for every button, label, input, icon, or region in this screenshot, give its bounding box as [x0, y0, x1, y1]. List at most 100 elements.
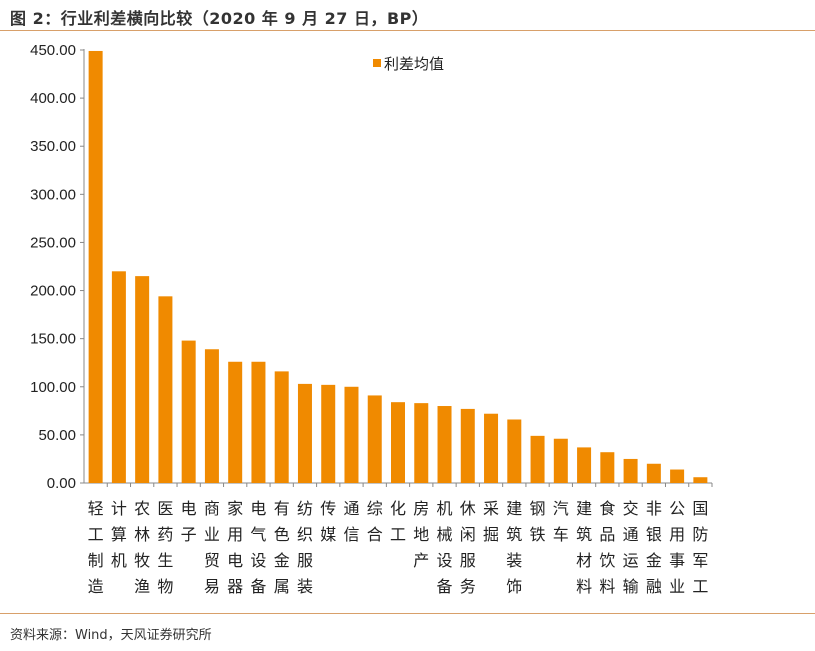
x-category-label: 电 — [227, 551, 243, 570]
x-category-label: 食 — [599, 499, 615, 518]
x-category-label: 电 — [181, 499, 197, 518]
x-category-label: 国 — [692, 499, 708, 518]
x-category-label: 医 — [157, 499, 173, 518]
x-category-label: 化 — [390, 499, 406, 518]
x-category-label: 金 — [646, 551, 662, 570]
x-category-label: 纺 — [297, 499, 313, 518]
x-category-label: 服 — [460, 551, 476, 570]
bar — [670, 469, 685, 483]
x-category-label: 气 — [250, 525, 266, 544]
x-category-label: 输 — [623, 577, 639, 596]
x-category-label: 车 — [553, 525, 569, 544]
x-category-label: 通 — [343, 499, 359, 518]
x-category-label: 闲 — [460, 525, 476, 544]
bar — [88, 50, 103, 484]
bar — [321, 384, 336, 483]
x-category-label: 商 — [204, 499, 220, 518]
bar — [437, 406, 452, 483]
x-category-label: 工 — [88, 525, 104, 544]
x-category-label: 制 — [88, 551, 104, 570]
x-category-label: 军 — [692, 551, 708, 570]
x-category-label: 造 — [88, 577, 104, 596]
x-category-label: 筑 — [576, 525, 592, 544]
x-category-label: 业 — [204, 525, 220, 544]
x-category-label: 材 — [576, 551, 592, 570]
x-category-label: 传 — [320, 499, 336, 518]
source-note: 资料来源：Wind，天风证券研究所 — [10, 628, 212, 643]
x-category-label: 事 — [669, 551, 685, 570]
x-category-label: 地 — [413, 525, 429, 544]
bar — [344, 386, 359, 483]
x-category-label: 融 — [646, 577, 662, 596]
x-category-label: 械 — [437, 525, 453, 544]
x-category-label: 合 — [367, 525, 383, 544]
y-tick-label: 0.00 — [47, 475, 76, 492]
x-category-label: 运 — [623, 551, 639, 570]
x-category-label: 装 — [506, 551, 522, 570]
bar — [274, 371, 289, 483]
x-category-label: 筑 — [506, 525, 522, 544]
x-category-label: 家 — [227, 499, 243, 518]
x-category-label: 渔 — [134, 577, 150, 596]
x-category-label: 非 — [646, 499, 662, 518]
x-category-label: 工 — [692, 577, 708, 596]
bar — [414, 403, 429, 483]
bar — [577, 447, 592, 483]
bar — [391, 402, 405, 483]
bar — [135, 276, 150, 483]
x-category-label: 媒 — [320, 525, 336, 544]
bar — [204, 349, 219, 483]
y-tick-label: 400.00 — [30, 90, 76, 107]
y-tick-label: 250.00 — [30, 234, 76, 251]
bar — [693, 477, 708, 483]
bar — [297, 383, 312, 483]
x-category-label: 器 — [227, 577, 243, 596]
x-category-label: 易 — [204, 577, 220, 596]
x-category-label: 算 — [111, 525, 127, 544]
x-category-label: 公 — [669, 499, 685, 518]
bar — [158, 296, 173, 483]
bar — [111, 271, 126, 483]
x-category-label: 业 — [669, 577, 685, 596]
legend-label: 利差均值 — [384, 55, 444, 73]
x-category-label: 服 — [297, 551, 313, 570]
x-category-label: 通 — [623, 525, 639, 544]
x-category-label: 金 — [274, 551, 290, 570]
y-tick-label: 300.00 — [30, 186, 76, 203]
figure-title: 图 2：行业利差横向比较（2020 年 9 月 27 日，BP） — [10, 9, 429, 28]
bar — [530, 435, 545, 483]
x-category-label: 工 — [390, 525, 406, 544]
x-category-label: 钢 — [530, 499, 546, 518]
bar — [228, 361, 243, 483]
source-divider — [0, 613, 815, 614]
x-category-label: 备 — [250, 577, 266, 596]
x-category-label: 轻 — [88, 499, 104, 518]
x-category-label: 有 — [274, 499, 290, 518]
x-category-label: 建 — [576, 499, 592, 518]
bar — [367, 395, 382, 483]
x-category-label: 织 — [297, 525, 313, 544]
y-tick-label: 450.00 — [30, 42, 76, 59]
x-category-label: 设 — [250, 551, 266, 570]
x-category-label: 料 — [599, 577, 615, 596]
x-category-label: 贸 — [204, 551, 220, 570]
x-category-label: 汽 — [553, 499, 569, 518]
bar — [251, 361, 266, 483]
x-category-label: 属 — [274, 577, 290, 596]
x-category-label: 房 — [413, 499, 429, 518]
x-category-label: 物 — [157, 577, 173, 596]
x-category-label: 产 — [413, 551, 429, 570]
x-category-label: 电 — [250, 499, 266, 518]
y-tick-label: 100.00 — [30, 379, 76, 396]
bar — [181, 340, 196, 483]
x-category-label: 机 — [111, 551, 127, 570]
x-category-label: 饰 — [506, 577, 522, 596]
y-tick-label: 200.00 — [30, 283, 76, 300]
x-category-label: 计 — [111, 499, 127, 518]
x-category-label: 交 — [623, 499, 639, 518]
bar — [623, 458, 638, 483]
x-category-label: 信 — [343, 525, 359, 544]
x-category-label: 品 — [599, 525, 615, 544]
x-category-label: 设 — [437, 551, 453, 570]
